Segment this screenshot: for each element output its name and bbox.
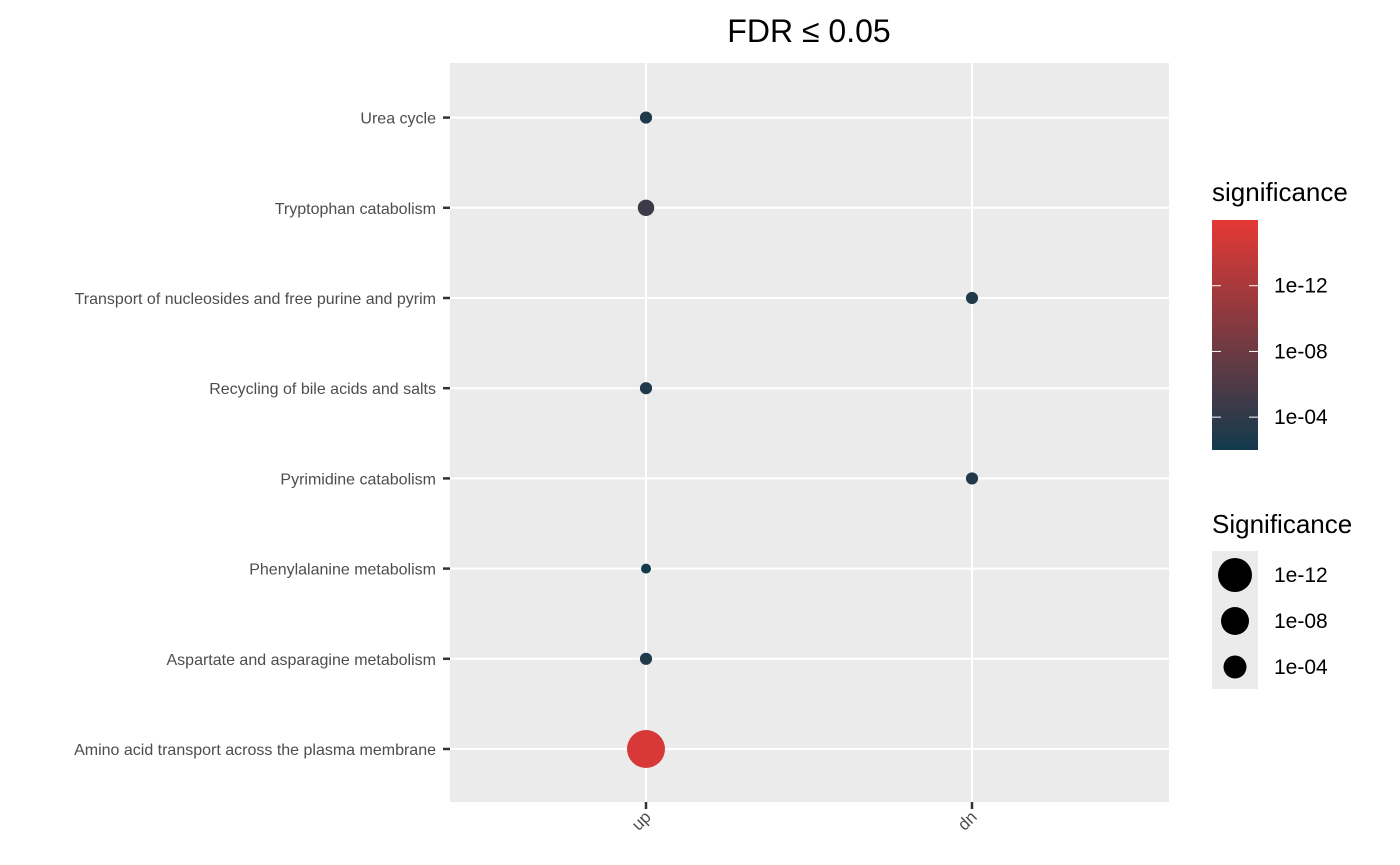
size-legend-label-1e-04: 1e-04 [1274, 656, 1328, 679]
color-legend-label-1e-08: 1e-08 [1274, 340, 1328, 363]
color-legend-label-1e-04: 1e-04 [1274, 406, 1328, 429]
point-dn-transport-of-nucleosides-and-free-purine-and-pyrim [965, 291, 979, 305]
plot-panel [450, 63, 1169, 802]
y-tick-label-transport-of-nucleosides-and-free-purine-and-pyrim: Transport of nucleosides and free purine… [75, 291, 436, 308]
color-legend: significance 1e-12 1e-08 1e-04 [1212, 177, 1348, 450]
y-tick-label-urea-cycle: Urea cycle [360, 111, 436, 128]
y-axis: Amino acid transport across the plasma m… [74, 111, 450, 759]
point-up-tryptophan-catabolism [637, 199, 655, 217]
color-legend-title: significance [1212, 177, 1348, 207]
x-tick-label-dn: dn [954, 807, 981, 834]
y-tick-label-recycling-of-bile-acids-and-salts: Recycling of bile acids and salts [209, 381, 436, 398]
data-points [627, 111, 979, 768]
point-up-phenylalanine-metabolism [641, 563, 651, 574]
point-up-recycling-of-bile-acids-and-salts [639, 382, 653, 395]
chart-title: FDR ≤ 0.05 [727, 13, 890, 49]
y-tick-label-tryptophan-catabolism: Tryptophan catabolism [275, 201, 436, 218]
point-up-amino-acid-transport-across-the-plasma-membrane [627, 730, 665, 768]
point-up-aspartate-and-asparagine-metabolism [639, 652, 653, 665]
size-legend-label-1e-08: 1e-08 [1274, 610, 1328, 633]
x-tick-label-up: up [628, 807, 655, 834]
size-legend-key-1e-12 [1218, 558, 1252, 592]
point-up-urea-cycle [639, 111, 653, 124]
color-legend-label-1e-12: 1e-12 [1274, 275, 1328, 298]
size-legend-key-1e-08 [1221, 607, 1249, 635]
y-tick-label-amino-acid-transport-across-the-plasma-membrane: Amino acid transport across the plasma m… [74, 742, 436, 759]
size-legend-key-1e-04 [1223, 655, 1247, 679]
color-legend-bar [1212, 220, 1258, 450]
size-legend-label-1e-12: 1e-12 [1274, 564, 1328, 587]
y-tick-label-phenylalanine-metabolism: Phenylalanine metabolism [249, 562, 436, 579]
size-legend: Significance 1e-12 1e-08 1e-04 [1212, 509, 1352, 689]
grid-lines [450, 63, 1169, 802]
point-dn-pyrimidine-catabolism [965, 472, 979, 485]
y-tick-label-aspartate-and-asparagine-metabolism: Aspartate and asparagine metabolism [167, 652, 437, 669]
x-axis: up dn [628, 802, 981, 834]
y-tick-label-pyrimidine-catabolism: Pyrimidine catabolism [280, 471, 436, 488]
size-legend-title: Significance [1212, 509, 1352, 539]
